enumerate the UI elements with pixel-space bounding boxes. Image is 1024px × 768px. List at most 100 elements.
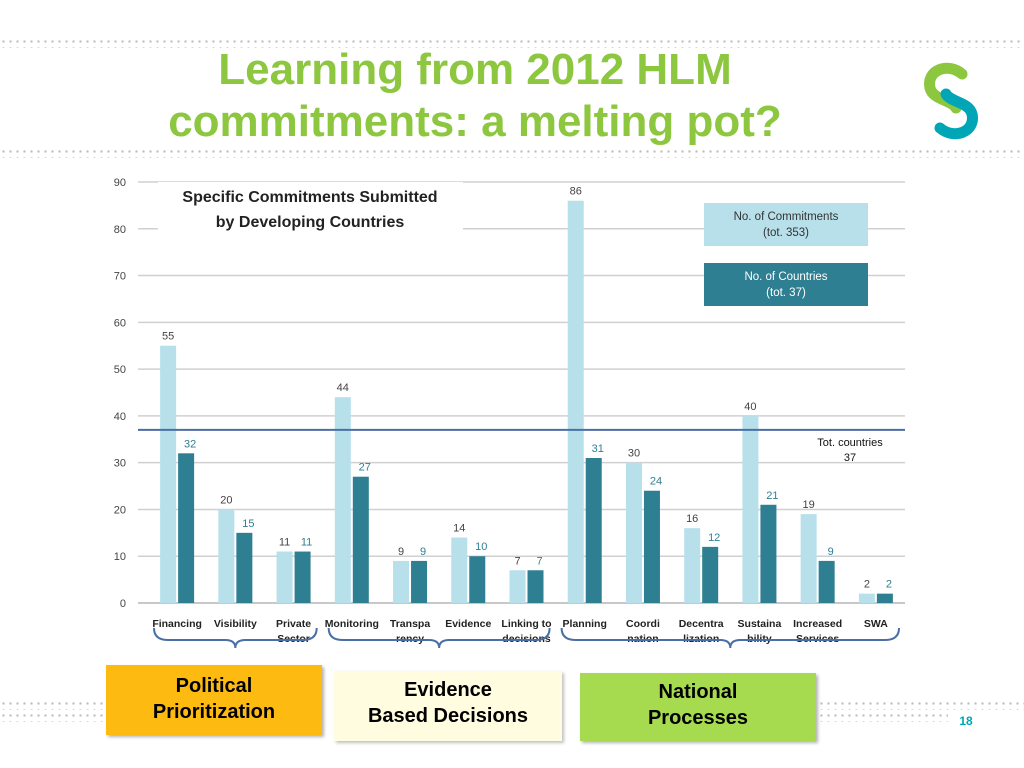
- page-number: 18: [959, 714, 973, 728]
- bar-commitments: [334, 397, 351, 603]
- slide-title: Learning from 2012 HLM commitments: a me…: [70, 44, 880, 148]
- data-label-commitments: 2: [864, 579, 870, 591]
- legend-countries: [704, 263, 868, 306]
- data-label-countries: 2: [886, 579, 892, 591]
- bar-countries: [294, 551, 311, 603]
- data-label-countries: 12: [708, 532, 720, 544]
- bar-commitments: [218, 509, 235, 603]
- x-tick-label: SWA: [864, 618, 888, 630]
- x-tick-label: Linking to: [501, 618, 551, 630]
- dotted-band-top: [0, 38, 1024, 48]
- group-label-line-2: Processes: [647, 707, 749, 729]
- bar-countries: [352, 476, 369, 603]
- reference-line-label: Tot. countries: [817, 437, 883, 449]
- data-label-countries: 9: [420, 546, 426, 558]
- chart-title-line-1: Specific Commitments Submitted: [182, 189, 437, 206]
- y-tick-label: 30: [114, 458, 126, 470]
- data-label-countries: 11: [301, 537, 312, 549]
- logo-icon: [924, 62, 978, 140]
- legend-commitments: [704, 203, 868, 246]
- data-label-commitments: 11: [279, 537, 290, 549]
- y-tick-label: 90: [114, 177, 126, 189]
- group-label-line-1: Evidence: [404, 679, 492, 701]
- dotted-band-bottom: [0, 148, 1024, 158]
- x-tick-label: Increased: [793, 618, 842, 630]
- bar-countries: [818, 560, 835, 603]
- group-box-national: National Processes: [580, 673, 816, 741]
- x-tick-label: Decentra: [679, 618, 724, 630]
- bar-commitments: [625, 462, 642, 603]
- legend-label: No. of Commitments: [734, 211, 839, 223]
- data-label-countries: 32: [184, 438, 196, 450]
- data-label-commitments: 20: [220, 494, 232, 506]
- data-label-countries: 27: [359, 462, 371, 474]
- bar-commitments: [567, 200, 584, 603]
- y-tick-label: 60: [114, 317, 126, 329]
- x-tick-label: Monitoring: [325, 618, 379, 630]
- group-label-line-1: Political: [175, 675, 253, 697]
- x-tick-label: Evidence: [445, 618, 491, 630]
- data-label-commitments: 14: [453, 523, 465, 535]
- data-label-countries: 7: [536, 555, 542, 567]
- data-label-commitments: 9: [398, 546, 404, 558]
- data-label-commitments: 86: [570, 186, 582, 198]
- x-tick-label: Planning: [563, 618, 607, 630]
- group-box-evidence: Evidence Based Decisions: [334, 671, 562, 741]
- x-tick-label: Visibility: [214, 618, 257, 630]
- bar-countries: [236, 532, 253, 603]
- slide-title-line-2: commitments: a melting pot?: [168, 97, 782, 146]
- x-tick-label: Transpa: [390, 618, 430, 630]
- dotted-band-footer-right-2: [818, 712, 948, 722]
- y-tick-label: 70: [114, 271, 126, 283]
- data-label-commitments: 30: [628, 448, 640, 460]
- y-tick-label: 10: [114, 551, 126, 563]
- data-label-commitments: 7: [514, 555, 520, 567]
- bar-commitments: [393, 560, 410, 603]
- data-label-commitments: 19: [803, 499, 815, 511]
- chart-title-background: [158, 182, 463, 242]
- bar-commitments: [160, 345, 177, 603]
- group-label-line-1: National: [658, 681, 738, 703]
- data-label-countries: 9: [828, 546, 834, 558]
- group-label-line-2: Prioritization: [152, 701, 276, 723]
- bar-commitments: [509, 570, 526, 603]
- data-label-commitments: 55: [162, 331, 174, 343]
- bar-countries: [760, 504, 777, 603]
- x-tick-label: Financing: [152, 618, 202, 630]
- data-label-countries: 31: [592, 443, 604, 455]
- x-tick-label: Coordi: [626, 618, 660, 630]
- dotted-band-footer-right: [818, 700, 1024, 710]
- bar-commitments: [684, 528, 701, 603]
- y-tick-label: 40: [114, 411, 126, 423]
- x-tick-label: Sustaina: [738, 618, 782, 630]
- y-tick-label: 80: [114, 224, 126, 236]
- dotted-band-footer-left: [0, 700, 110, 710]
- group-brace: [327, 627, 551, 649]
- legend-label-total: (tot. 37): [766, 287, 806, 299]
- x-tick-label: Private: [276, 618, 311, 630]
- bar-countries: [411, 560, 428, 603]
- y-tick-label: 20: [114, 504, 126, 516]
- bar-countries: [702, 546, 719, 603]
- y-tick-label: 0: [120, 598, 126, 610]
- data-label-countries: 24: [650, 476, 662, 488]
- bar-countries: [178, 453, 195, 603]
- reference-line-value: 37: [844, 452, 856, 464]
- data-label-commitments: 16: [686, 513, 698, 525]
- data-label-commitments: 44: [337, 382, 349, 394]
- bar-countries: [585, 457, 602, 603]
- bar-countries: [527, 570, 544, 603]
- bar-chart: 0 10 20 30 40 50 60 70 80 90 55 32 Financing 20 15 Visi…: [114, 177, 905, 649]
- group-box-political: Political Prioritization: [106, 665, 322, 735]
- bar-commitments: [451, 537, 468, 603]
- legend-label-total: (tot. 353): [763, 227, 809, 239]
- data-label-countries: 10: [475, 541, 487, 553]
- bar-countries: [876, 593, 893, 603]
- group-brace: [153, 627, 318, 649]
- group-label-line-2: Based Decisions: [367, 705, 529, 727]
- data-label-countries: 15: [242, 518, 254, 530]
- data-label-commitments: 40: [744, 401, 756, 413]
- group-brace: [560, 627, 900, 649]
- bar-commitments: [742, 415, 759, 603]
- dotted-band-footer-left-2: [0, 712, 110, 722]
